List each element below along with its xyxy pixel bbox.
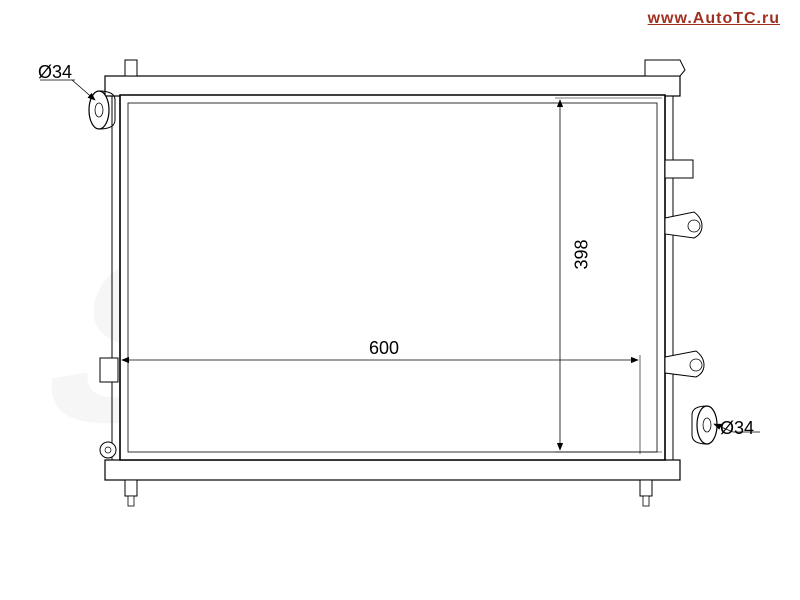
right-port-label: Ø34 bbox=[720, 418, 754, 439]
side-feature bbox=[665, 160, 693, 178]
height-dimension-value: 398 bbox=[570, 237, 595, 271]
side-feature bbox=[665, 212, 702, 238]
drain-plug bbox=[100, 442, 116, 458]
side-feature bbox=[100, 358, 118, 382]
left-port bbox=[89, 91, 109, 129]
source-url: www.AutoTC.ru bbox=[648, 10, 780, 28]
technical-drawing-svg bbox=[0, 0, 800, 600]
side-feature bbox=[665, 351, 704, 377]
radiator-body bbox=[120, 95, 665, 460]
bottom-tank bbox=[105, 460, 680, 480]
left-port-label: Ø34 bbox=[38, 62, 72, 83]
bracket-bottom-left bbox=[125, 480, 137, 496]
bracket-top-left bbox=[125, 60, 137, 76]
bracket-top-right bbox=[645, 60, 685, 76]
top-tank bbox=[105, 76, 680, 96]
width-dimension-value: 600 bbox=[365, 338, 403, 359]
bracket-bottom-right bbox=[640, 480, 652, 496]
diagram-canvas: AUTOTC.RU AUTOTC.RU AUTOTC.RU AUTOTC.RU … bbox=[0, 0, 800, 600]
right-port bbox=[697, 406, 717, 444]
